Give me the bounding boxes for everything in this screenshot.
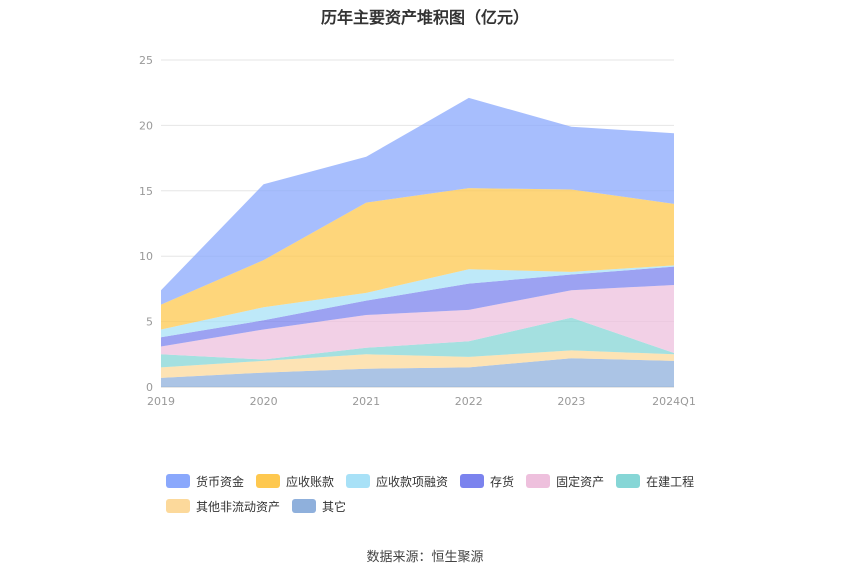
area-其他非流动资产 [161, 350, 674, 378]
x-tick-label: 2020 [250, 395, 278, 408]
legend-swatch [166, 474, 190, 488]
x-tick-label: 2024Q1 [652, 395, 696, 408]
legend-label: 其他非流动资产 [196, 499, 281, 514]
y-tick-label: 20 [139, 119, 153, 132]
legend-item[interactable]: 存货 [460, 473, 514, 489]
legend-swatch [346, 474, 371, 488]
y-axis: 0 5 10 15 20 25 [139, 54, 153, 394]
area-其它 [161, 358, 674, 387]
legend-label: 在建工程 [646, 474, 695, 489]
legend-item[interactable]: 其它 [292, 498, 346, 514]
area-货币资金 [161, 97, 674, 305]
area-series [161, 97, 674, 387]
x-tick-label: 2022 [455, 395, 483, 408]
x-tick-label: 2023 [557, 395, 585, 408]
area-应收账款 [161, 188, 674, 330]
x-axis: 2019 2020 2021 2022 2023 2024Q1 [147, 395, 696, 408]
y-tick-label: 5 [146, 316, 153, 329]
y-tick-label: 10 [139, 250, 153, 263]
legend-swatch [526, 474, 551, 488]
legend-swatch [292, 499, 317, 513]
legend-item[interactable]: 在建工程 [616, 473, 694, 489]
x-tick-label: 2019 [147, 395, 175, 408]
area-存货 [161, 266, 674, 347]
legend-label: 存货 [490, 474, 515, 489]
legend-item[interactable]: 应收账款 [256, 473, 334, 489]
legend-label: 货币资金 [196, 474, 245, 489]
y-tick-label: 25 [139, 54, 153, 67]
legend-swatch [256, 474, 281, 488]
chart-title: 历年主要资产堆积图（亿元） [320, 8, 529, 27]
legend-swatch [616, 474, 641, 488]
y-tick-label: 0 [146, 381, 153, 394]
area-在建工程 [161, 317, 674, 368]
legend-item[interactable]: 固定资产 [526, 473, 604, 489]
legend-label: 其它 [322, 499, 347, 514]
legend-item[interactable]: 货币资金 [166, 473, 244, 489]
area-固定资产 [161, 284, 674, 360]
y-tick-label: 15 [139, 185, 153, 198]
legend-label: 应收账款 [286, 474, 335, 489]
legend-label: 应收款项融资 [376, 474, 449, 489]
x-tick-label: 2021 [352, 395, 380, 408]
source-note: 数据来源：恒生聚源 [366, 550, 484, 565]
stacked-area-chart: 0 5 10 15 20 25 2019 2020 2021 2022 2023 2024Q1 [139, 54, 696, 408]
legend-label: 固定资产 [556, 474, 605, 489]
legend-swatch [166, 499, 190, 513]
legend: 货币资金 应收账款 应收款项融资 存货 固定资产 在建工程其他非流动资产 其它 [166, 473, 726, 514]
legend-item[interactable]: 其他非流动资产 [166, 498, 280, 514]
legend-item[interactable]: 应收款项融资 [346, 473, 448, 489]
legend-swatch [460, 474, 485, 488]
